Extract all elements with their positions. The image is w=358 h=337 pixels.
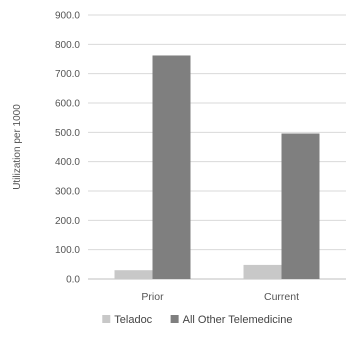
y-tick-label: 400.0 [55, 157, 80, 168]
y-tick-label: 0.0 [66, 275, 80, 286]
y-tick-label: 900.0 [55, 11, 80, 22]
y-tick-label: 100.0 [55, 245, 80, 256]
legend-swatch [102, 315, 111, 323]
x-axis-categories: Prior Current [141, 291, 299, 303]
gridlines [88, 14, 346, 280]
y-tick-label: 700.0 [55, 69, 80, 80]
y-axis-label: Utilization per 1000 [12, 104, 23, 190]
legend-label: Teladoc [114, 314, 152, 326]
bar-all-other-telemedicine-current [281, 133, 320, 279]
y-tick-label: 200.0 [55, 216, 80, 227]
bar-teladoc-prior [114, 270, 153, 279]
bar-teladoc-current [243, 264, 282, 279]
legend: Teladoc All Other Telemedicine [102, 314, 292, 326]
y-tick-label: 300.0 [55, 187, 80, 198]
legend-swatch [170, 315, 179, 323]
legend-label: All Other Telemedicine [183, 314, 293, 326]
bars [114, 55, 320, 280]
y-tick-label: 600.0 [55, 99, 80, 110]
y-tick-label: 800.0 [55, 40, 80, 51]
x-category-label: Current [264, 291, 299, 303]
bar-all-other-telemedicine-prior [152, 55, 191, 280]
y-tick-label: 500.0 [55, 128, 80, 139]
y-axis-ticks: 0.0 100.0 200.0 300.0 400.0 500.0 600.0 700.0 80… [55, 11, 80, 286]
x-category-label: Prior [141, 291, 164, 303]
